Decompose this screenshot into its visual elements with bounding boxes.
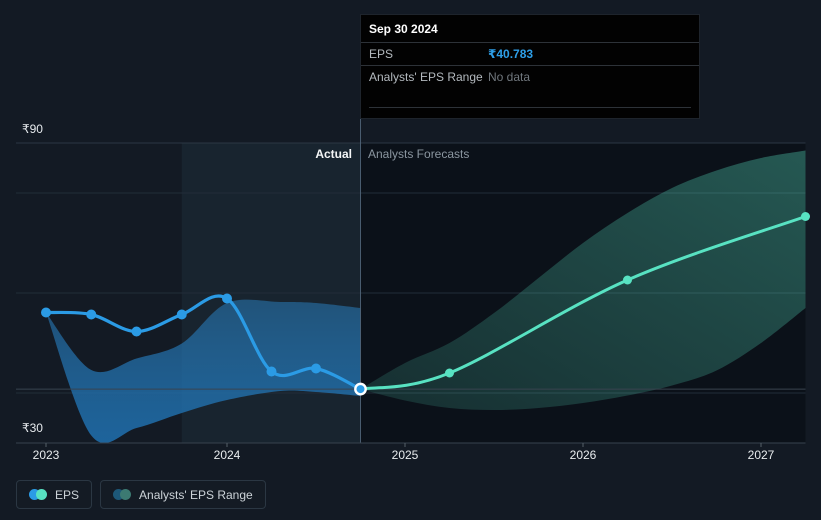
forecast-eps-line	[359, 215, 807, 391]
forecast-point-2[interactable]	[801, 212, 810, 221]
x-tick-2027: 2027	[747, 448, 775, 462]
eps-point-5[interactable]	[266, 366, 277, 377]
forecast-eps-points[interactable]	[445, 212, 810, 378]
x-tick-2026: 2026	[569, 448, 597, 462]
eps-point-3[interactable]	[176, 309, 187, 320]
forecast-point-0[interactable]	[445, 368, 454, 378]
legend-eps-range-toggle[interactable]: Analysts' EPS Range	[100, 480, 266, 509]
legend-eps-label: EPS	[55, 487, 80, 502]
eps-point-2[interactable]	[131, 326, 142, 337]
actual-section-label: Actual	[315, 147, 352, 161]
x-tick-2024: 2024	[213, 448, 241, 462]
eps-range-legend-icon	[113, 489, 132, 500]
tooltip-range-label: Analysts' EPS Range	[369, 70, 483, 84]
tooltip-row-range: Analysts' EPS Range No data	[361, 66, 699, 88]
actual-eps-range-band	[46, 299, 361, 444]
tooltip-eps-label: EPS	[369, 47, 394, 61]
legend-eps-toggle[interactable]: EPS	[16, 480, 93, 509]
x-tick-2023: 2023	[32, 448, 60, 462]
forecast-section-label: Analysts Forecasts	[368, 147, 470, 161]
tooltip-divider-line	[369, 107, 691, 108]
tooltip-eps-value: ₹40.783	[488, 47, 534, 61]
tooltip-row-eps: EPS ₹40.783	[361, 43, 699, 66]
eps-legend-icon	[29, 489, 47, 500]
x-axis-tick-marks	[45, 443, 762, 447]
y-axis-label-top: ₹90	[22, 122, 43, 136]
x-tick-2025: 2025	[391, 448, 419, 462]
legend-eps-range-label: Analysts' EPS Range	[139, 487, 253, 502]
forecast-point-1[interactable]	[623, 275, 632, 285]
eps-point-4[interactable]	[222, 293, 232, 304]
y-axis-label-bottom: ₹30	[22, 421, 43, 435]
forecast-eps-range-band	[360, 150, 806, 410]
eps-point-6[interactable]	[311, 363, 321, 374]
actual-eps-line	[44, 294, 363, 391]
eps-point-0[interactable]	[41, 307, 51, 318]
eps-point-1[interactable]	[86, 309, 97, 320]
actual-eps-points[interactable]	[41, 293, 321, 377]
chart-tooltip: Sep 30 2024 EPS ₹40.783 Analysts' EPS Ra…	[360, 14, 700, 119]
hovered-point[interactable]	[354, 382, 367, 396]
tooltip-range-value: No data	[488, 70, 531, 84]
legend: EPS Analysts' EPS Range	[16, 480, 266, 509]
tooltip-date: Sep 30 2024	[361, 15, 699, 43]
